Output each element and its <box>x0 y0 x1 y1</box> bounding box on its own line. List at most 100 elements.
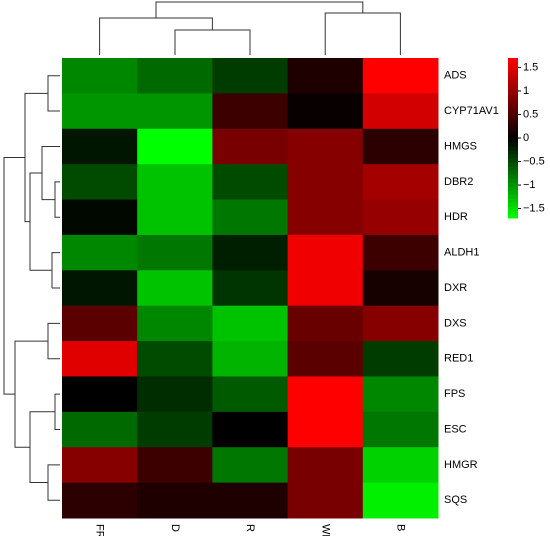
heatmap-cell <box>287 305 364 342</box>
heatmap-cell <box>362 128 439 165</box>
color-key-label: −1 <box>523 179 536 191</box>
color-key-band <box>508 214 518 219</box>
color-key-band <box>508 138 518 143</box>
row-label: ADS <box>444 70 467 82</box>
row-label: DXS <box>444 317 467 329</box>
heatmap-cell <box>137 305 213 342</box>
color-key-band <box>508 134 518 139</box>
color-key-band <box>508 174 518 179</box>
heatmap-cell <box>212 58 289 94</box>
color-key-band <box>508 146 518 151</box>
heatmap-cell <box>137 199 213 236</box>
color-key-label: −0.5 <box>523 155 545 167</box>
heatmap-cell <box>62 270 138 307</box>
heatmap-cell <box>62 128 138 165</box>
heatmap-cell <box>287 447 364 484</box>
color-key-band <box>508 162 518 167</box>
heatmap-cell <box>212 128 289 165</box>
color-key-band <box>508 98 518 103</box>
heatmap-cell <box>137 93 213 130</box>
heatmap-cell <box>212 447 289 484</box>
color-key-band <box>508 182 518 187</box>
color-key-band <box>508 190 518 195</box>
color-key-band <box>508 94 518 99</box>
heatmap-cell <box>62 411 138 448</box>
heatmap-cell <box>287 482 364 519</box>
column-dendrogram <box>99 1 401 55</box>
color-key-band <box>508 90 518 95</box>
row-label: DBR2 <box>444 176 473 188</box>
heatmap-cell <box>287 199 364 236</box>
color-key-band <box>508 154 518 159</box>
heatmap-cell <box>287 93 364 130</box>
heatmap-cell <box>212 164 289 201</box>
color-key-band <box>508 122 518 127</box>
color-key-band <box>508 66 518 71</box>
color-key-band <box>508 166 518 171</box>
color-key-band <box>508 178 518 183</box>
color-key-label: −1.5 <box>523 202 545 214</box>
row-label: ESC <box>444 423 467 435</box>
color-key-band <box>508 194 518 199</box>
heatmap-cell <box>287 270 364 307</box>
heatmap-cell <box>362 234 439 271</box>
row-label: SQS <box>444 494 467 506</box>
heatmap-cell <box>212 270 289 307</box>
heatmap-cell <box>62 164 138 201</box>
heatmap-cell <box>62 482 138 519</box>
color-key-band <box>508 150 518 155</box>
heatmap-cell <box>362 341 439 377</box>
color-key-band <box>508 198 518 203</box>
color-key-band <box>508 78 518 83</box>
heatmap-cell <box>137 482 213 519</box>
heatmap-cell <box>62 376 138 413</box>
column-label: WL <box>319 524 331 536</box>
color-key-band <box>508 86 518 91</box>
heatmap-cell <box>362 58 439 94</box>
column-label: B <box>394 524 406 531</box>
heatmap-cell <box>137 270 213 307</box>
heatmap-cell <box>362 447 439 484</box>
color-key-band <box>508 110 518 115</box>
color-key-band <box>508 126 518 131</box>
heatmap-cell <box>137 411 213 448</box>
heatmap-cell <box>287 128 364 165</box>
heatmap-cell <box>362 482 439 519</box>
color-key-label: 1 <box>523 85 529 97</box>
heatmap-cell <box>62 234 138 271</box>
heatmap-cell <box>287 58 364 94</box>
heatmap-cell <box>287 234 364 271</box>
heatmap-cell <box>137 376 213 413</box>
heatmap-cell <box>362 305 439 342</box>
color-key-band <box>508 58 518 63</box>
color-key-band <box>508 62 518 67</box>
color-key-band <box>508 70 518 75</box>
dendrogram-branch <box>3 75 60 501</box>
color-key-band <box>508 106 518 111</box>
heatmap-cell <box>62 447 138 484</box>
color-key-label: 0.5 <box>523 108 538 120</box>
color-key-band <box>508 102 518 107</box>
heatmap-cell <box>362 270 439 307</box>
heatmap-cell <box>212 234 289 271</box>
row-label: RED1 <box>444 353 473 365</box>
color-key-band <box>508 202 518 207</box>
dendrogram-branch <box>99 1 401 55</box>
heatmap-cell <box>137 234 213 271</box>
row-label: HDR <box>444 211 468 223</box>
row-dendrogram <box>3 75 60 501</box>
color-key-band <box>508 142 518 147</box>
column-label: R <box>244 524 256 532</box>
color-key-band <box>508 82 518 87</box>
heatmap-cell <box>137 58 213 94</box>
heatmap-cell <box>362 199 439 236</box>
heatmap-cell <box>287 411 364 448</box>
color-key-band <box>508 114 518 119</box>
heatmap-cell <box>137 164 213 201</box>
heatmap-cell <box>62 58 138 94</box>
color-key-band <box>508 206 518 211</box>
heatmap-cell <box>362 164 439 201</box>
heatmap-cell <box>287 164 364 201</box>
row-label: CYP71AV1 <box>444 105 499 117</box>
